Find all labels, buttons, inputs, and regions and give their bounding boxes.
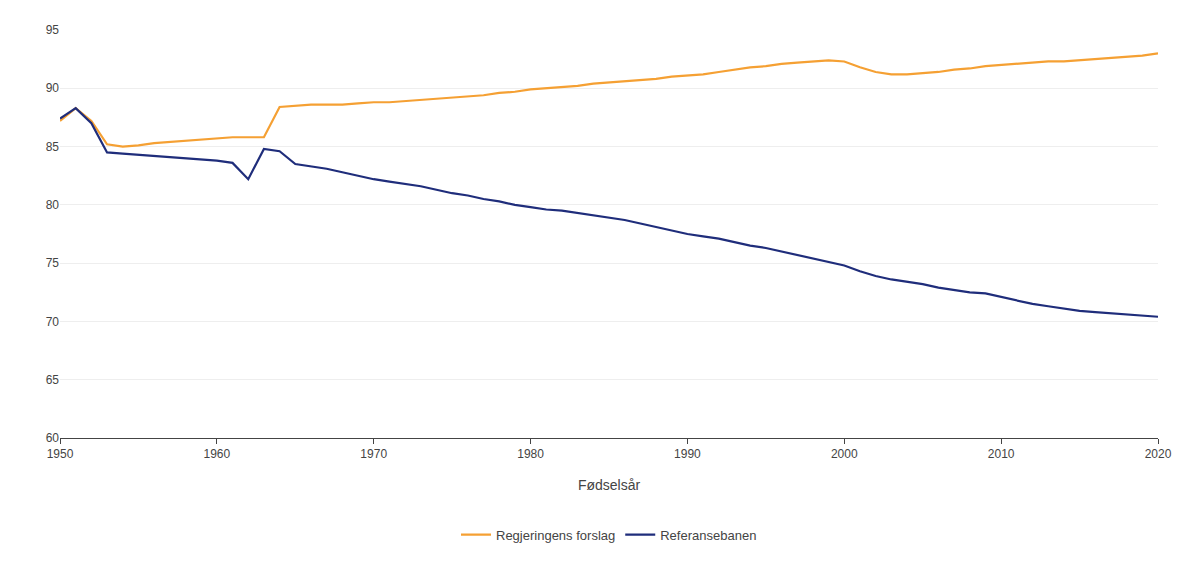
svg-text:2000: 2000: [831, 447, 858, 461]
svg-text:1990: 1990: [674, 447, 701, 461]
svg-text:90: 90: [46, 81, 60, 95]
svg-text:80: 80: [46, 198, 60, 212]
svg-text:1950: 1950: [47, 447, 74, 461]
svg-text:70: 70: [46, 315, 60, 329]
svg-text:95: 95: [46, 23, 60, 37]
svg-text:2010: 2010: [988, 447, 1015, 461]
svg-text:Referansebanen: Referansebanen: [660, 528, 756, 543]
svg-text:1970: 1970: [360, 447, 387, 461]
svg-text:Fødselsår: Fødselsår: [578, 477, 641, 493]
svg-text:85: 85: [46, 140, 60, 154]
svg-text:1980: 1980: [517, 447, 544, 461]
svg-text:75: 75: [46, 256, 60, 270]
svg-text:Regjeringens forslag: Regjeringens forslag: [496, 528, 615, 543]
svg-text:2020: 2020: [1145, 447, 1172, 461]
svg-text:65: 65: [46, 373, 60, 387]
svg-text:60: 60: [46, 431, 60, 445]
svg-text:1960: 1960: [204, 447, 231, 461]
